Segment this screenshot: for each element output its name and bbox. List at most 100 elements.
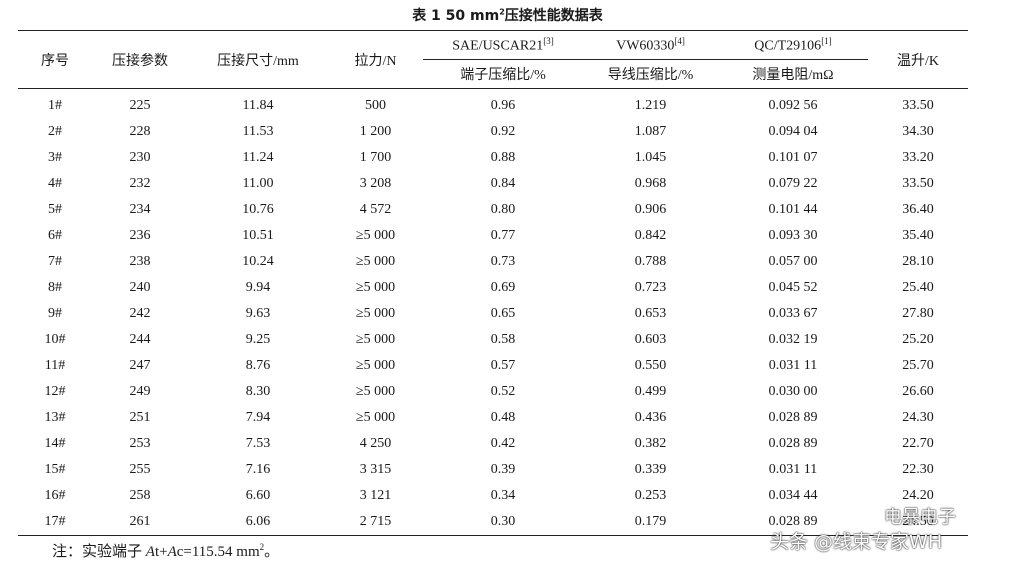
cell-qc: 0.101 07	[768, 150, 818, 165]
cell-seq: 1#	[48, 98, 62, 113]
cell-sae: 0.69	[490, 280, 516, 295]
watermark-brand: 电暴电子	[884, 507, 956, 528]
cell-vw: 0.723	[634, 280, 667, 295]
cell-seq: 11#	[44, 358, 66, 373]
table-row: 13# 251 7.94 ≥5 000 0.48 0.436 0.028 89 24.30	[18, 405, 968, 431]
header-size: 压接尺寸/mm	[188, 30, 328, 89]
cell-param: 255	[129, 462, 151, 477]
cell-vw: 0.382	[634, 436, 667, 451]
header-seq: 序号	[18, 30, 92, 89]
cell-force: 1 700	[359, 150, 392, 165]
cell-seq: 8#	[48, 280, 62, 295]
table-row: 11# 247 8.76 ≥5 000 0.57 0.550 0.031 11 25.70	[18, 353, 968, 379]
cell-size: 11.84	[242, 98, 274, 113]
cell-sae: 0.88	[490, 150, 516, 165]
cell-temp: 36.40	[902, 202, 934, 217]
cell-qc: 0.028 89	[768, 436, 818, 451]
cell-force: ≥5 000	[355, 332, 396, 347]
cell-temp: 33.50	[902, 98, 934, 113]
cell-size: 9.25	[245, 332, 271, 347]
table-row: 2# 228 11.53 1 200 0.92 1.087 0.094 04 34.30	[18, 119, 968, 145]
cell-vw: 0.968	[634, 176, 667, 191]
table-row: 17# 261 6.06 2 715 0.30 0.179 0.028 89 24.50	[18, 509, 968, 536]
cell-force: ≥5 000	[355, 384, 396, 399]
cell-vw: 0.179	[583, 509, 718, 536]
cell-size: 11.00	[242, 176, 274, 191]
cell-size: 6.06	[188, 509, 328, 536]
cell-size: 8.30	[245, 384, 271, 399]
cell-vw: 0.339	[634, 462, 667, 477]
cell-seq: 2#	[48, 124, 62, 139]
cell-sae: 0.39	[490, 462, 516, 477]
cell-qc: 0.028 89	[768, 410, 818, 425]
cell-param: 228	[129, 124, 151, 139]
cell-force: 1 200	[359, 124, 392, 139]
cell-qc: 0.094 04	[768, 124, 818, 139]
cell-qc: 0.031 11	[768, 358, 818, 373]
cell-param: 232	[129, 176, 151, 191]
cell-seq: 12#	[44, 384, 66, 399]
cell-qc: 0.034 44	[768, 488, 818, 503]
cell-temp: 28.10	[902, 254, 934, 269]
table-body: 1# 225 11.84 500 0.96 1.219 0.092 56 33.50 2# 228…	[18, 89, 968, 536]
cell-sae: 0.84	[490, 176, 516, 191]
cell-sae: 0.58	[490, 332, 516, 347]
cell-vw: 1.087	[634, 124, 667, 139]
cell-vw: 1.219	[634, 98, 667, 113]
cell-qc: 0.033 67	[768, 306, 818, 321]
cell-qc: 0.028 89	[718, 509, 868, 536]
cell-size: 11.24	[242, 150, 274, 165]
cell-param: 238	[129, 254, 151, 269]
cell-force: ≥5 000	[355, 306, 396, 321]
cell-force: 3 208	[359, 176, 392, 191]
cell-force: 3 315	[359, 462, 392, 477]
cell-seq: 10#	[44, 332, 66, 347]
cell-qc: 0.092 56	[768, 98, 818, 113]
cell-temp: 27.80	[902, 306, 934, 321]
cell-vw: 0.788	[634, 254, 667, 269]
table-row: 4# 232 11.00 3 208 0.84 0.968 0.079 22 33.50	[18, 171, 968, 197]
table-row: 6# 236 10.51 ≥5 000 0.77 0.842 0.093 30 35.40	[18, 223, 968, 249]
cell-param: 251	[129, 410, 151, 425]
header-qc-sub: 测量电阻/mΩ	[718, 59, 868, 89]
cell-size: 10.24	[242, 254, 274, 269]
cell-force: 3 121	[359, 488, 392, 503]
cell-param: 225	[129, 98, 151, 113]
cell-param: 240	[129, 280, 151, 295]
cell-vw: 0.603	[634, 332, 667, 347]
cell-temp: 34.30	[902, 124, 934, 139]
cell-seq: 13#	[44, 410, 66, 425]
cell-sae: 0.52	[490, 384, 516, 399]
header-row-sub: 端子压缩比/% 导线压缩比/% 测量电阻/mΩ	[18, 59, 968, 89]
cell-size: 6.60	[245, 488, 271, 503]
cell-seq: 9#	[48, 306, 62, 321]
cell-seq: 6#	[48, 228, 62, 243]
cell-param: 247	[129, 358, 151, 373]
header-vw: VW60330[4]	[583, 30, 718, 60]
cell-sae: 0.34	[490, 488, 516, 503]
cell-sae: 0.80	[490, 202, 516, 217]
header-force: 拉力/N	[328, 30, 423, 89]
cell-sae: 0.73	[490, 254, 516, 269]
table-row: 1# 225 11.84 500 0.96 1.219 0.092 56 33.50	[18, 89, 968, 120]
table-row: 7# 238 10.24 ≥5 000 0.73 0.788 0.057 00 28.10	[18, 249, 968, 275]
cell-temp: 35.40	[902, 228, 934, 243]
table-row: 15# 255 7.16 3 315 0.39 0.339 0.031 11 22.30	[18, 457, 968, 483]
cell-temp: 22.30	[902, 462, 934, 477]
cell-param: 236	[129, 228, 151, 243]
cell-force: ≥5 000	[355, 358, 396, 373]
cell-seq: 5#	[48, 202, 62, 217]
cell-vw: 1.045	[634, 150, 667, 165]
cell-vw: 0.499	[634, 384, 667, 399]
cell-seq: 3#	[48, 150, 62, 165]
cell-param: 242	[129, 306, 151, 321]
table-row: 10# 244 9.25 ≥5 000 0.58 0.603 0.032 19 25.20	[18, 327, 968, 353]
table-row: 5# 234 10.76 4 572 0.80 0.906 0.101 44 36.40	[18, 197, 968, 223]
cell-vw: 0.550	[634, 358, 667, 373]
cell-sae: 0.57	[490, 358, 516, 373]
watermark-author: 头条 @线束专家WH	[770, 531, 943, 553]
cell-size: 9.94	[245, 280, 271, 295]
crimp-performance-table: 序号 压接参数 压接尺寸/mm 拉力/N SAE/USCAR21[3] VW60…	[18, 30, 968, 536]
cell-qc: 0.093 30	[768, 228, 818, 243]
cell-seq: 17#	[18, 509, 92, 536]
